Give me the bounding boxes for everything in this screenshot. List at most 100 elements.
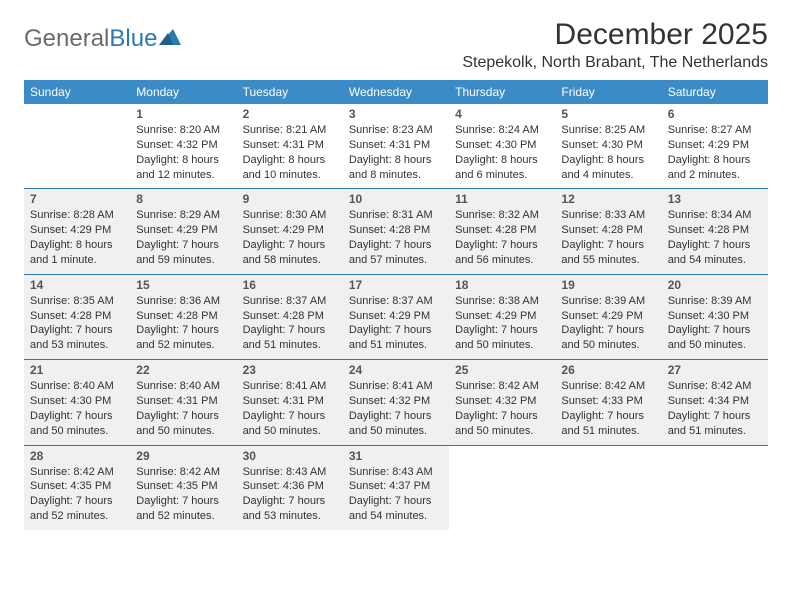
day-info-line: Daylight: 8 hours	[668, 153, 762, 168]
day-info-line: and 10 minutes.	[243, 168, 337, 183]
calendar-day: 23Sunrise: 8:41 AMSunset: 4:31 PMDayligh…	[237, 360, 343, 444]
day-info-line: Sunrise: 8:31 AM	[349, 208, 443, 223]
calendar-day: 10Sunrise: 8:31 AMSunset: 4:28 PMDayligh…	[343, 189, 449, 273]
day-info-line: and 51 minutes.	[668, 424, 762, 439]
day-info-line: and 55 minutes.	[561, 253, 655, 268]
day-info-line: Sunrise: 8:23 AM	[349, 123, 443, 138]
day-info-line: Daylight: 7 hours	[668, 238, 762, 253]
day-info-line: Sunrise: 8:25 AM	[561, 123, 655, 138]
day-info-line: Daylight: 7 hours	[136, 323, 230, 338]
day-info-line: Sunrise: 8:40 AM	[136, 379, 230, 394]
day-number: 3	[349, 107, 443, 121]
day-info-line: and 1 minute.	[30, 253, 124, 268]
day-info-line: Daylight: 8 hours	[455, 153, 549, 168]
day-info-line: and 51 minutes.	[243, 338, 337, 353]
calendar-day	[555, 446, 661, 530]
day-info-line: and 50 minutes.	[243, 424, 337, 439]
calendar-day: 19Sunrise: 8:39 AMSunset: 4:29 PMDayligh…	[555, 275, 661, 359]
day-number: 10	[349, 192, 443, 206]
day-number: 21	[30, 363, 124, 377]
day-info-line: Daylight: 7 hours	[668, 323, 762, 338]
day-info-line: Daylight: 7 hours	[349, 409, 443, 424]
location-subtitle: Stepekolk, North Brabant, The Netherland…	[462, 54, 768, 72]
calendar-day	[449, 446, 555, 530]
calendar-day: 24Sunrise: 8:41 AMSunset: 4:32 PMDayligh…	[343, 360, 449, 444]
day-info-line: Sunset: 4:29 PM	[455, 309, 549, 324]
day-number: 29	[136, 449, 230, 463]
day-number: 18	[455, 278, 549, 292]
day-info-line: Sunrise: 8:41 AM	[349, 379, 443, 394]
day-number: 25	[455, 363, 549, 377]
day-number: 4	[455, 107, 549, 121]
calendar-week: 21Sunrise: 8:40 AMSunset: 4:30 PMDayligh…	[24, 360, 768, 445]
dow-monday: Monday	[130, 80, 236, 104]
calendar-day: 16Sunrise: 8:37 AMSunset: 4:28 PMDayligh…	[237, 275, 343, 359]
day-info-line: and 52 minutes.	[30, 509, 124, 524]
day-info-line: Sunrise: 8:37 AM	[243, 294, 337, 309]
day-info-line: Daylight: 8 hours	[30, 238, 124, 253]
day-info-line: and 50 minutes.	[349, 424, 443, 439]
day-info-line: Sunrise: 8:39 AM	[561, 294, 655, 309]
day-info-line: Sunrise: 8:41 AM	[243, 379, 337, 394]
day-number: 28	[30, 449, 124, 463]
day-info-line: and 51 minutes.	[561, 424, 655, 439]
day-info-line: Sunset: 4:35 PM	[30, 479, 124, 494]
day-info-line: Sunset: 4:28 PM	[455, 223, 549, 238]
page-header: GeneralBlue December 2025 Stepekolk, Nor…	[24, 18, 768, 72]
day-info-line: Sunrise: 8:40 AM	[30, 379, 124, 394]
header-right: December 2025 Stepekolk, North Brabant, …	[462, 18, 768, 72]
day-info-line: Sunrise: 8:38 AM	[455, 294, 549, 309]
weeks-container: 1Sunrise: 8:20 AMSunset: 4:32 PMDaylight…	[24, 104, 768, 530]
calendar-day: 1Sunrise: 8:20 AMSunset: 4:32 PMDaylight…	[130, 104, 236, 188]
day-info-line: Daylight: 7 hours	[136, 494, 230, 509]
calendar-page: GeneralBlue December 2025 Stepekolk, Nor…	[0, 0, 792, 530]
calendar-day: 14Sunrise: 8:35 AMSunset: 4:28 PMDayligh…	[24, 275, 130, 359]
day-info-line: Sunset: 4:28 PM	[30, 309, 124, 324]
calendar-week: 1Sunrise: 8:20 AMSunset: 4:32 PMDaylight…	[24, 104, 768, 189]
day-info-line: Daylight: 7 hours	[455, 323, 549, 338]
day-info-line: and 8 minutes.	[349, 168, 443, 183]
brand-part1: General	[24, 25, 109, 53]
dow-thursday: Thursday	[449, 80, 555, 104]
day-info-line: Daylight: 7 hours	[30, 323, 124, 338]
day-info-line: Sunset: 4:29 PM	[243, 223, 337, 238]
calendar-day: 9Sunrise: 8:30 AMSunset: 4:29 PMDaylight…	[237, 189, 343, 273]
day-info-line: and 50 minutes.	[455, 338, 549, 353]
day-number: 14	[30, 278, 124, 292]
day-info-line: and 2 minutes.	[668, 168, 762, 183]
day-number: 7	[30, 192, 124, 206]
calendar-day: 25Sunrise: 8:42 AMSunset: 4:32 PMDayligh…	[449, 360, 555, 444]
day-info-line: Sunrise: 8:42 AM	[136, 465, 230, 480]
calendar-day: 13Sunrise: 8:34 AMSunset: 4:28 PMDayligh…	[662, 189, 768, 273]
day-number: 1	[136, 107, 230, 121]
calendar-day: 11Sunrise: 8:32 AMSunset: 4:28 PMDayligh…	[449, 189, 555, 273]
day-number: 24	[349, 363, 443, 377]
day-info-line: Sunset: 4:31 PM	[243, 138, 337, 153]
day-number: 8	[136, 192, 230, 206]
calendar-grid: Sunday Monday Tuesday Wednesday Thursday…	[24, 80, 768, 530]
day-info-line: Sunset: 4:30 PM	[455, 138, 549, 153]
dow-friday: Friday	[555, 80, 661, 104]
day-info-line: Sunrise: 8:20 AM	[136, 123, 230, 138]
day-info-line: and 54 minutes.	[668, 253, 762, 268]
day-info-line: and 50 minutes.	[561, 338, 655, 353]
logo-triangle-icon	[159, 24, 181, 52]
day-info-line: Sunset: 4:28 PM	[349, 223, 443, 238]
day-info-line: Sunset: 4:30 PM	[30, 394, 124, 409]
day-info-line: Sunset: 4:30 PM	[561, 138, 655, 153]
day-info-line: Daylight: 7 hours	[136, 409, 230, 424]
day-info-line: and 12 minutes.	[136, 168, 230, 183]
day-info-line: and 52 minutes.	[136, 338, 230, 353]
day-number: 31	[349, 449, 443, 463]
day-info-line: Sunrise: 8:43 AM	[243, 465, 337, 480]
day-info-line: Daylight: 8 hours	[136, 153, 230, 168]
day-info-line: Sunset: 4:29 PM	[561, 309, 655, 324]
day-info-line: Sunset: 4:28 PM	[668, 223, 762, 238]
calendar-day: 15Sunrise: 8:36 AMSunset: 4:28 PMDayligh…	[130, 275, 236, 359]
day-info-line: Sunset: 4:31 PM	[349, 138, 443, 153]
day-info-line: and 51 minutes.	[349, 338, 443, 353]
calendar-week: 14Sunrise: 8:35 AMSunset: 4:28 PMDayligh…	[24, 275, 768, 360]
day-info-line: and 53 minutes.	[30, 338, 124, 353]
day-info-line: Sunrise: 8:29 AM	[136, 208, 230, 223]
day-info-line: and 50 minutes.	[136, 424, 230, 439]
